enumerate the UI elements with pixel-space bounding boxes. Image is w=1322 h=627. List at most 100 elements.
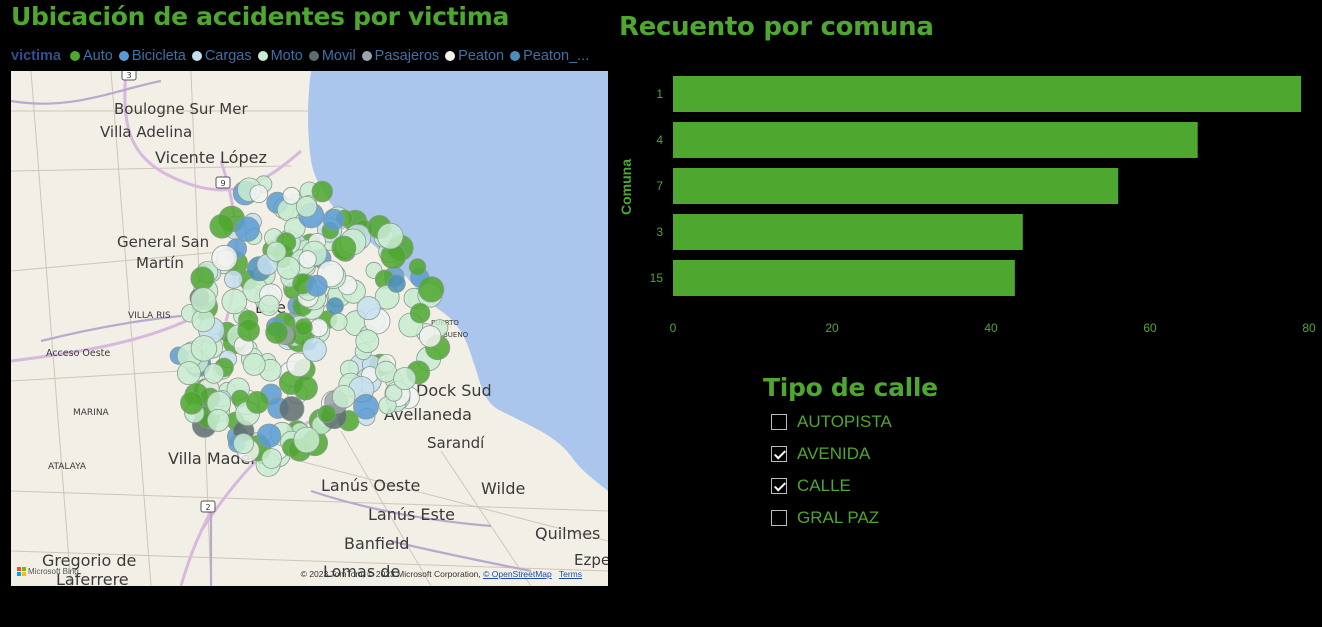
accident-marker[interactable] bbox=[180, 391, 204, 415]
legend-dot-icon bbox=[361, 51, 372, 61]
accident-marker[interactable] bbox=[376, 222, 404, 250]
accident-marker[interactable] bbox=[190, 335, 218, 362]
legend-item-movil[interactable]: Movil bbox=[308, 48, 356, 64]
place-label: Lanús Este bbox=[368, 505, 455, 524]
accident-marker[interactable] bbox=[302, 337, 327, 362]
slicer-item-calle[interactable]: CALLE bbox=[771, 470, 1023, 502]
accident-marker[interactable] bbox=[292, 375, 318, 401]
attribution-text: © 2023 TomTom, © 2023 Microsoft Corporat… bbox=[300, 569, 484, 579]
accident-marker[interactable] bbox=[393, 367, 417, 391]
map-canvas[interactable]: Boulogne Sur Mer Villa Adelina Vicente L… bbox=[11, 71, 608, 586]
accident-marker[interactable] bbox=[242, 352, 266, 376]
y-tick-label: 15 bbox=[650, 271, 664, 285]
legend-label: Cargas bbox=[204, 48, 252, 64]
accident-marker[interactable] bbox=[221, 288, 248, 315]
bar-comuna-4[interactable] bbox=[673, 122, 1198, 158]
accident-marker[interactable] bbox=[232, 433, 254, 455]
legend-dot-icon bbox=[191, 51, 202, 61]
x-tick-label: 80 bbox=[1302, 321, 1316, 335]
accident-marker[interactable] bbox=[295, 318, 313, 336]
accident-marker[interactable] bbox=[298, 250, 317, 269]
accident-marker[interactable] bbox=[286, 352, 312, 378]
accident-marker[interactable] bbox=[224, 269, 243, 289]
accident-marker[interactable] bbox=[385, 384, 403, 402]
accident-marker[interactable] bbox=[190, 287, 217, 314]
legend-dot-icon bbox=[308, 51, 319, 61]
legend-item-bicicleta[interactable]: Bicicleta bbox=[118, 48, 186, 64]
accident-marker[interactable] bbox=[258, 294, 280, 316]
legend-item-cargas[interactable]: Cargas bbox=[191, 48, 252, 64]
route-number: 2 bbox=[205, 503, 210, 512]
accident-marker[interactable] bbox=[234, 216, 260, 242]
legend-item-pasajeros[interactable]: Pasajeros bbox=[361, 48, 440, 64]
microsoft-bing-logo: Microsoft Bing bbox=[17, 567, 79, 576]
slicer-item-avenida[interactable]: AVENIDA bbox=[771, 438, 1023, 470]
accident-marker[interactable] bbox=[356, 296, 381, 321]
accident-marker[interactable] bbox=[355, 329, 380, 354]
accident-marker[interactable] bbox=[409, 302, 431, 324]
accident-marker[interactable] bbox=[256, 423, 282, 448]
place-label: Boulogne Sur Mer bbox=[114, 100, 248, 118]
route-shield-icon: 9 bbox=[215, 176, 231, 189]
legend-dot-icon bbox=[445, 51, 456, 61]
checkbox[interactable] bbox=[771, 446, 787, 462]
accident-marker[interactable] bbox=[322, 208, 345, 231]
accident-marker[interactable] bbox=[332, 385, 356, 409]
accident-marker[interactable] bbox=[418, 325, 442, 348]
accident-marker[interactable] bbox=[176, 361, 201, 386]
accident-marker[interactable] bbox=[317, 404, 336, 423]
accident-marker[interactable] bbox=[203, 363, 225, 384]
accident-marker[interactable] bbox=[245, 390, 269, 414]
accident-marker[interactable] bbox=[266, 241, 287, 262]
checkbox[interactable] bbox=[771, 478, 787, 494]
accident-marker[interactable] bbox=[329, 312, 348, 331]
checkbox[interactable] bbox=[771, 510, 787, 526]
accident-marker[interactable] bbox=[209, 214, 235, 239]
slicer-item-gral-paz[interactable]: GRAL PAZ bbox=[771, 502, 1023, 534]
accident-marker[interactable] bbox=[311, 180, 334, 203]
bar-comuna-7[interactable] bbox=[673, 168, 1119, 204]
bar-comuna-1[interactable] bbox=[673, 76, 1302, 112]
river-water bbox=[308, 71, 608, 491]
osm-link[interactable]: © OpenStreetMap bbox=[483, 569, 552, 579]
bar-chart[interactable]: Comuna 1 4 7 3 15 0 20 40 60 80 bbox=[612, 60, 1322, 350]
accident-marker[interactable] bbox=[211, 244, 238, 272]
accident-marker[interactable] bbox=[331, 235, 357, 261]
legend-item-peaton[interactable]: Peaton bbox=[445, 48, 504, 64]
accident-marker[interactable] bbox=[295, 195, 318, 218]
accident-marker[interactable] bbox=[265, 320, 289, 344]
bar-comuna-3[interactable] bbox=[673, 214, 1023, 250]
legend-item-peaton-other[interactable]: Peaton_... bbox=[510, 48, 589, 64]
accident-marker[interactable] bbox=[206, 408, 230, 432]
map-legend: victima Auto Bicicleta Cargas Moto Movil… bbox=[11, 46, 611, 66]
minor-roads bbox=[11, 71, 608, 586]
accident-marker[interactable] bbox=[408, 258, 427, 276]
accident-marker[interactable] bbox=[190, 266, 215, 291]
route-shield-icon: 3 bbox=[121, 71, 137, 81]
accident-marker[interactable] bbox=[305, 274, 328, 297]
legend-item-auto[interactable]: Auto bbox=[69, 48, 113, 64]
place-label: Wilde bbox=[481, 479, 525, 498]
place-label: Martín bbox=[136, 254, 184, 272]
accident-marker[interactable] bbox=[418, 276, 445, 303]
accident-marker[interactable] bbox=[276, 256, 301, 280]
accident-marker[interactable] bbox=[353, 393, 379, 420]
accident-marker[interactable] bbox=[293, 426, 321, 454]
accident-marker[interactable] bbox=[282, 186, 301, 205]
legend-label: Pasajeros bbox=[374, 48, 440, 64]
accident-markers[interactable] bbox=[169, 175, 451, 477]
accident-marker[interactable] bbox=[261, 448, 282, 469]
place-label: Banfield bbox=[344, 534, 409, 553]
accident-marker[interactable] bbox=[237, 318, 260, 342]
accident-marker[interactable] bbox=[326, 297, 344, 315]
place-label: Sarandí bbox=[427, 434, 485, 452]
legend-item-moto[interactable]: Moto bbox=[257, 48, 303, 64]
slicer-item-autopista[interactable]: AUTOPISTA bbox=[771, 406, 1023, 438]
terms-link[interactable]: Terms bbox=[558, 569, 582, 579]
accident-marker[interactable] bbox=[249, 184, 269, 204]
checkbox[interactable] bbox=[771, 414, 787, 430]
accident-marker[interactable] bbox=[279, 396, 305, 422]
bar-comuna-15[interactable] bbox=[673, 260, 1015, 296]
accident-marker[interactable] bbox=[387, 274, 406, 293]
legend-label: Movil bbox=[321, 48, 356, 64]
